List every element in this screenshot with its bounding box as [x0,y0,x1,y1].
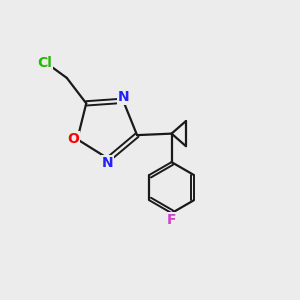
Text: F: F [167,213,176,227]
Text: N: N [118,90,130,104]
Text: O: O [68,132,79,146]
Text: Cl: Cl [38,56,52,70]
Text: N: N [102,156,113,170]
